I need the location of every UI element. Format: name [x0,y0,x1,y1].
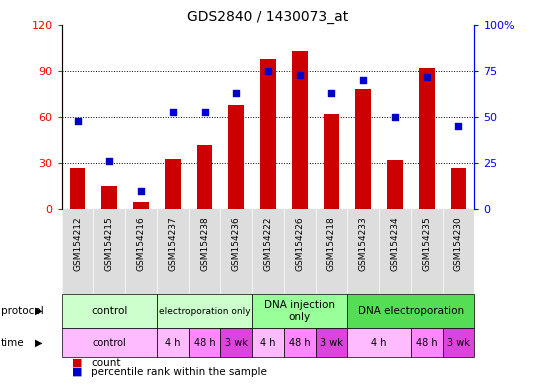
Point [105,158,114,164]
Bar [347,294,474,328]
Bar [197,145,212,209]
Text: control: control [91,306,128,316]
Text: GSM154233: GSM154233 [359,216,368,271]
Bar [189,328,220,357]
Text: protocol: protocol [1,306,44,316]
Bar [252,294,347,328]
Point [359,77,368,83]
Text: GSM154235: GSM154235 [422,216,431,271]
Bar [70,168,85,209]
Bar [62,328,157,357]
Bar [451,168,466,209]
Text: electroporation only: electroporation only [159,306,250,316]
Text: ■: ■ [72,366,83,377]
Point [168,109,177,115]
Text: ■: ■ [72,358,83,368]
Text: GSM154226: GSM154226 [295,216,304,271]
Point [422,73,431,79]
Text: DNA injection
only: DNA injection only [264,300,335,322]
Bar [228,105,244,209]
Point [264,68,272,74]
Text: 4 h: 4 h [260,338,276,348]
Text: ▶: ▶ [35,306,42,316]
Point [454,123,463,129]
Text: 3 wk: 3 wk [447,338,470,348]
Text: 48 h: 48 h [289,338,310,348]
Bar [62,294,157,328]
Text: GSM154230: GSM154230 [454,216,463,271]
Text: 3 wk: 3 wk [225,338,248,348]
Text: count: count [91,358,121,368]
Text: 4 h: 4 h [165,338,181,348]
Bar [411,328,443,357]
Bar [220,328,252,357]
Bar [165,159,181,209]
Point [232,90,241,96]
Bar [284,328,316,357]
Bar [324,114,339,209]
Point [200,109,209,115]
Bar [260,59,276,209]
Text: GSM154218: GSM154218 [327,216,336,271]
Bar [419,68,435,209]
Text: GSM154237: GSM154237 [168,216,177,271]
Text: time: time [1,338,25,348]
Text: GSM154222: GSM154222 [264,216,272,271]
Text: ▶: ▶ [35,338,42,348]
Bar [101,186,117,209]
Text: GSM154215: GSM154215 [105,216,114,271]
Bar [292,51,308,209]
Text: percentile rank within the sample: percentile rank within the sample [91,366,267,377]
Bar [316,328,347,357]
Text: control: control [92,338,126,348]
Text: 3 wk: 3 wk [320,338,343,348]
Bar [133,202,149,209]
Bar [252,328,284,357]
Text: GDS2840 / 1430073_at: GDS2840 / 1430073_at [188,10,348,23]
Bar [355,89,371,209]
Bar [443,328,474,357]
Point [391,114,399,120]
Bar [157,294,252,328]
Bar [157,328,189,357]
Text: 48 h: 48 h [193,338,215,348]
Bar [387,160,403,209]
Point [73,118,82,124]
Text: 48 h: 48 h [416,338,437,348]
Text: DNA electroporation: DNA electroporation [358,306,464,316]
Text: 4 h: 4 h [371,338,387,348]
Bar [347,328,411,357]
Point [327,90,336,96]
Text: GSM154212: GSM154212 [73,216,82,271]
Point [295,72,304,78]
Text: GSM154234: GSM154234 [391,216,399,271]
Text: GSM154236: GSM154236 [232,216,241,271]
Text: GSM154238: GSM154238 [200,216,209,271]
Text: GSM154216: GSM154216 [137,216,145,271]
Point [137,188,145,194]
